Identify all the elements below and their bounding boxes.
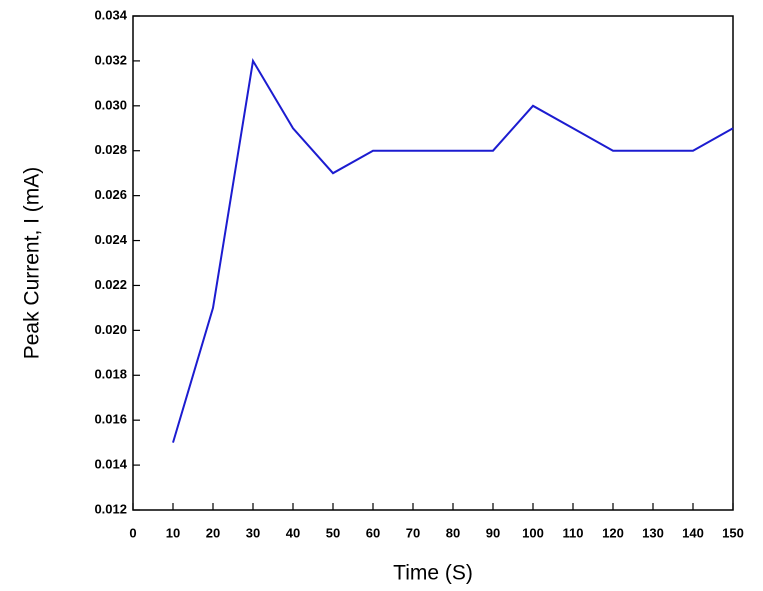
x-tick-label: 110 xyxy=(563,525,584,540)
x-tick-label: 30 xyxy=(246,525,260,540)
x-tick-label: 0 xyxy=(129,525,136,540)
y-tick-label: 0.034 xyxy=(94,7,127,22)
y-tick-label: 0.024 xyxy=(94,232,127,247)
x-tick-label: 60 xyxy=(366,525,380,540)
x-tick-label: 140 xyxy=(682,525,704,540)
data-line xyxy=(172,58,734,443)
x-tick-label: 10 xyxy=(166,525,180,540)
x-tick-label: 100 xyxy=(522,525,544,540)
x-tick-label: 80 xyxy=(446,525,460,540)
x-tick-label: 50 xyxy=(326,525,340,540)
y-tick-label: 0.016 xyxy=(94,412,127,427)
y-tick-label: 0.026 xyxy=(94,187,127,202)
y-tick-label: 0.022 xyxy=(94,277,127,292)
y-tick-label: 0.012 xyxy=(94,501,127,516)
y-tick-label: 0.030 xyxy=(94,97,127,112)
y-axis-label: Peak Current, I (mA) xyxy=(21,167,44,360)
x-tick-label: 70 xyxy=(406,525,420,540)
x-tick-label: 40 xyxy=(286,525,300,540)
y-tick-label: 0.020 xyxy=(94,322,127,337)
y-tick-label: 0.028 xyxy=(94,142,127,157)
x-axis-label: Time (S) xyxy=(393,562,473,585)
x-tick-label: 130 xyxy=(642,525,664,540)
x-tick-label: 20 xyxy=(206,525,220,540)
x-tick-label: 120 xyxy=(602,525,624,540)
y-tick-label: 0.014 xyxy=(94,457,127,472)
x-tick-label: 90 xyxy=(486,525,500,540)
plot-frame xyxy=(132,15,734,511)
y-tick-label: 0.032 xyxy=(94,52,127,67)
x-tick-label: 150 xyxy=(722,525,744,540)
y-tick-label: 0.018 xyxy=(94,367,127,382)
